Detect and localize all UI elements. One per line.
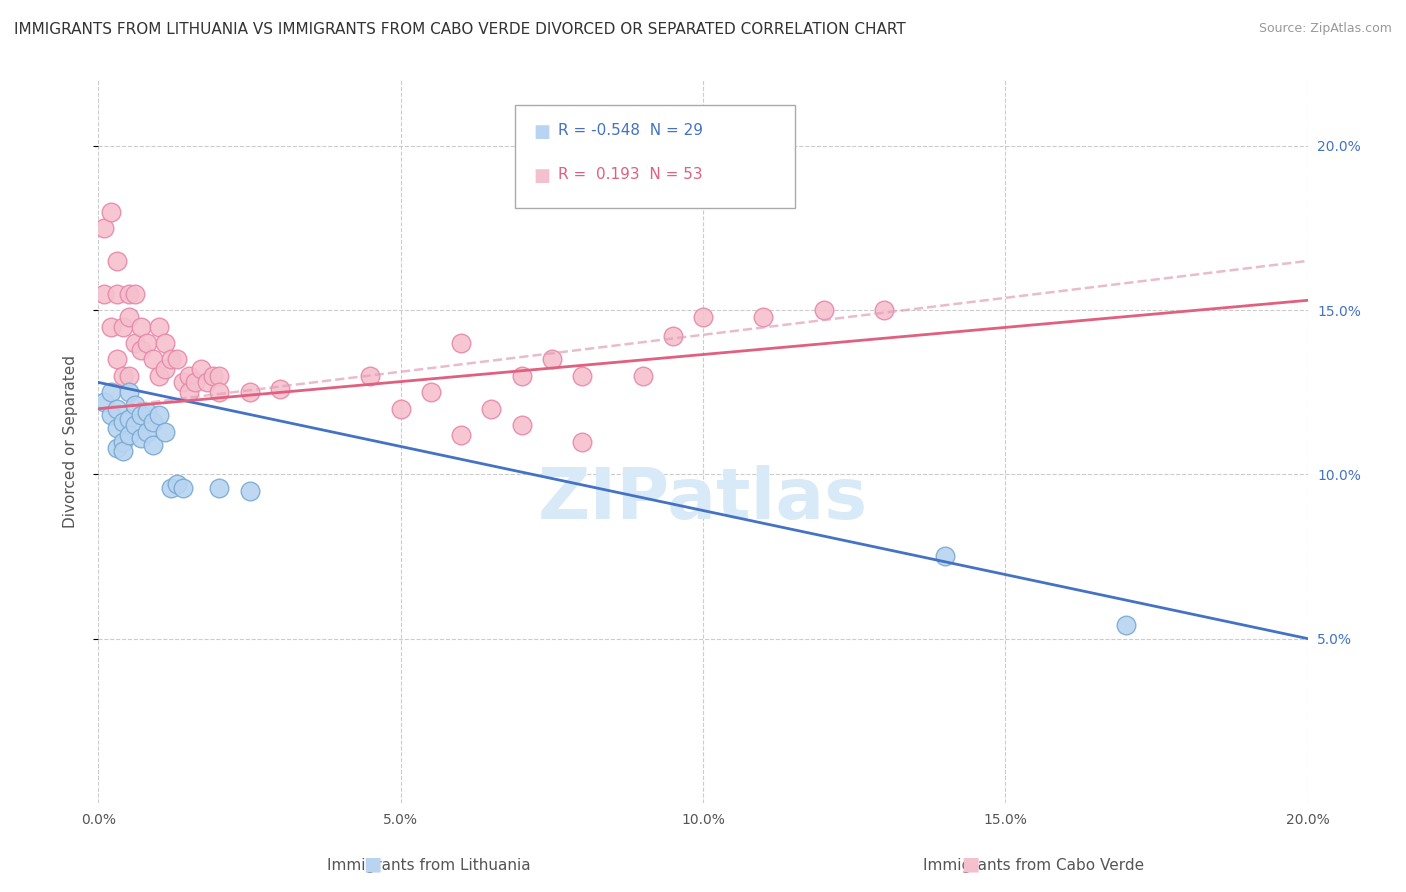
Point	[160, 352, 183, 367]
Point	[124, 336, 146, 351]
Point	[752, 310, 775, 324]
Point	[172, 376, 194, 390]
Point	[111, 415, 134, 429]
Point	[100, 204, 122, 219]
Point	[118, 368, 141, 383]
Point	[153, 362, 176, 376]
Point	[105, 286, 128, 301]
Point	[160, 481, 183, 495]
Point	[208, 385, 231, 400]
Point	[813, 303, 835, 318]
Point	[166, 352, 188, 367]
Point	[124, 286, 146, 301]
Point	[269, 382, 291, 396]
Point	[129, 431, 152, 445]
Text: Immigrants from Lithuania: Immigrants from Lithuania	[328, 858, 530, 872]
Point	[540, 352, 562, 367]
Point	[105, 441, 128, 455]
Point	[118, 310, 141, 324]
Point	[179, 385, 201, 400]
Point	[111, 444, 134, 458]
Point	[111, 319, 134, 334]
Text: ■: ■	[533, 167, 550, 186]
Point	[111, 368, 134, 383]
Point	[692, 310, 714, 324]
Point	[195, 376, 218, 390]
Point	[190, 362, 212, 376]
Point	[100, 409, 122, 423]
Point	[105, 421, 128, 435]
Text: R = -0.548  N = 29: R = -0.548 N = 29	[558, 122, 703, 137]
Point	[100, 319, 122, 334]
Text: IMMIGRANTS FROM LITHUANIA VS IMMIGRANTS FROM CABO VERDE DIVORCED OR SEPARATED CO: IMMIGRANTS FROM LITHUANIA VS IMMIGRANTS …	[14, 22, 905, 37]
Point	[661, 329, 683, 343]
Point	[873, 303, 896, 318]
Point	[93, 221, 115, 235]
Point	[129, 409, 152, 423]
Text: Immigrants from Cabo Verde: Immigrants from Cabo Verde	[922, 858, 1144, 872]
Text: ■: ■	[960, 855, 980, 873]
Point	[105, 352, 128, 367]
Point	[153, 425, 176, 439]
Point	[239, 483, 262, 498]
Point	[93, 286, 115, 301]
Point	[208, 368, 231, 383]
Text: ■: ■	[533, 122, 550, 141]
Point	[166, 477, 188, 491]
Point	[172, 481, 194, 495]
Point	[124, 398, 146, 412]
Point	[129, 319, 152, 334]
Point	[208, 481, 231, 495]
Text: ZIPatlas: ZIPatlas	[538, 465, 868, 533]
Point	[481, 401, 503, 416]
Point	[135, 425, 157, 439]
Point	[100, 385, 122, 400]
Point	[202, 368, 225, 383]
Point	[360, 368, 382, 383]
Point	[105, 253, 128, 268]
Point	[118, 411, 141, 425]
Point	[111, 434, 134, 449]
Point	[510, 418, 533, 433]
Point	[184, 376, 207, 390]
Point	[239, 385, 262, 400]
Point	[124, 418, 146, 433]
Point	[118, 286, 141, 301]
Point	[135, 405, 157, 419]
Point	[153, 336, 176, 351]
Point	[450, 336, 472, 351]
Point	[1115, 618, 1137, 632]
Text: R =  0.193  N = 53: R = 0.193 N = 53	[558, 167, 703, 182]
Point	[105, 401, 128, 416]
Point	[129, 343, 152, 357]
Point	[571, 368, 593, 383]
Point	[118, 385, 141, 400]
Point	[510, 368, 533, 383]
Text: ■: ■	[363, 855, 382, 873]
Point	[450, 428, 472, 442]
Point	[420, 385, 443, 400]
Y-axis label: Divorced or Separated: Divorced or Separated	[63, 355, 77, 528]
Point	[118, 428, 141, 442]
Point	[631, 368, 654, 383]
Point	[934, 549, 956, 564]
Point	[389, 401, 412, 416]
Point	[93, 395, 115, 409]
Point	[142, 438, 165, 452]
Point	[148, 409, 170, 423]
Point	[148, 368, 170, 383]
Point	[142, 352, 165, 367]
Text: Source: ZipAtlas.com: Source: ZipAtlas.com	[1258, 22, 1392, 36]
Point	[179, 368, 201, 383]
Point	[571, 434, 593, 449]
Point	[135, 336, 157, 351]
Point	[148, 319, 170, 334]
Point	[142, 415, 165, 429]
